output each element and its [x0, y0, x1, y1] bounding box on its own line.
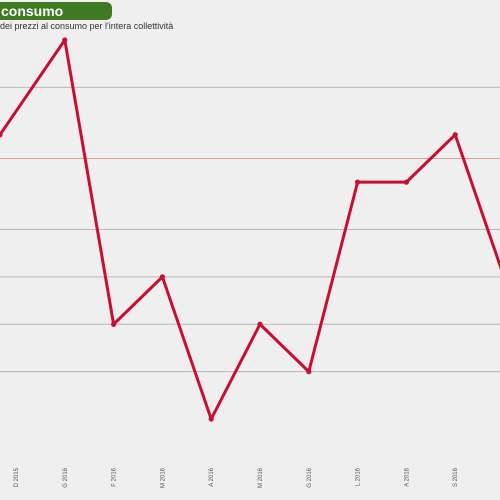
x-tick-label: G 2016 — [307, 467, 313, 487]
x-tick-label: G 2016 — [63, 467, 69, 487]
data-point — [208, 416, 214, 422]
chart-title-banner: consumo — [0, 2, 112, 20]
data-point — [0, 132, 3, 138]
data-point — [111, 321, 117, 327]
data-point — [257, 321, 263, 327]
x-tick-labels: D 2015 G 2016 F 2016 M 2016 A 2016 M 2016 G 20… — [14, 467, 459, 488]
x-tick-label: A 2016 — [404, 467, 410, 486]
data-point — [452, 132, 458, 138]
x-tick-label: F 2016 — [112, 467, 118, 486]
x-tick-label: L 2016 — [356, 467, 362, 486]
chart-subtitle: dei prezzi al consumo per l'intera colle… — [0, 21, 174, 31]
x-tick-label: M 2016 — [160, 467, 166, 488]
x-tick-label: D 2015 — [14, 467, 20, 487]
x-tick-label: A 2016 — [209, 467, 215, 486]
data-point — [355, 179, 361, 185]
x-tick-label: M 2016 — [258, 467, 264, 488]
x-tick-label: S 2016 — [453, 467, 459, 487]
grid-lines — [0, 86, 500, 373]
data-points — [0, 37, 458, 422]
data-point — [403, 179, 409, 185]
data-point — [159, 274, 165, 280]
data-point — [62, 37, 68, 43]
data-point — [306, 369, 312, 375]
